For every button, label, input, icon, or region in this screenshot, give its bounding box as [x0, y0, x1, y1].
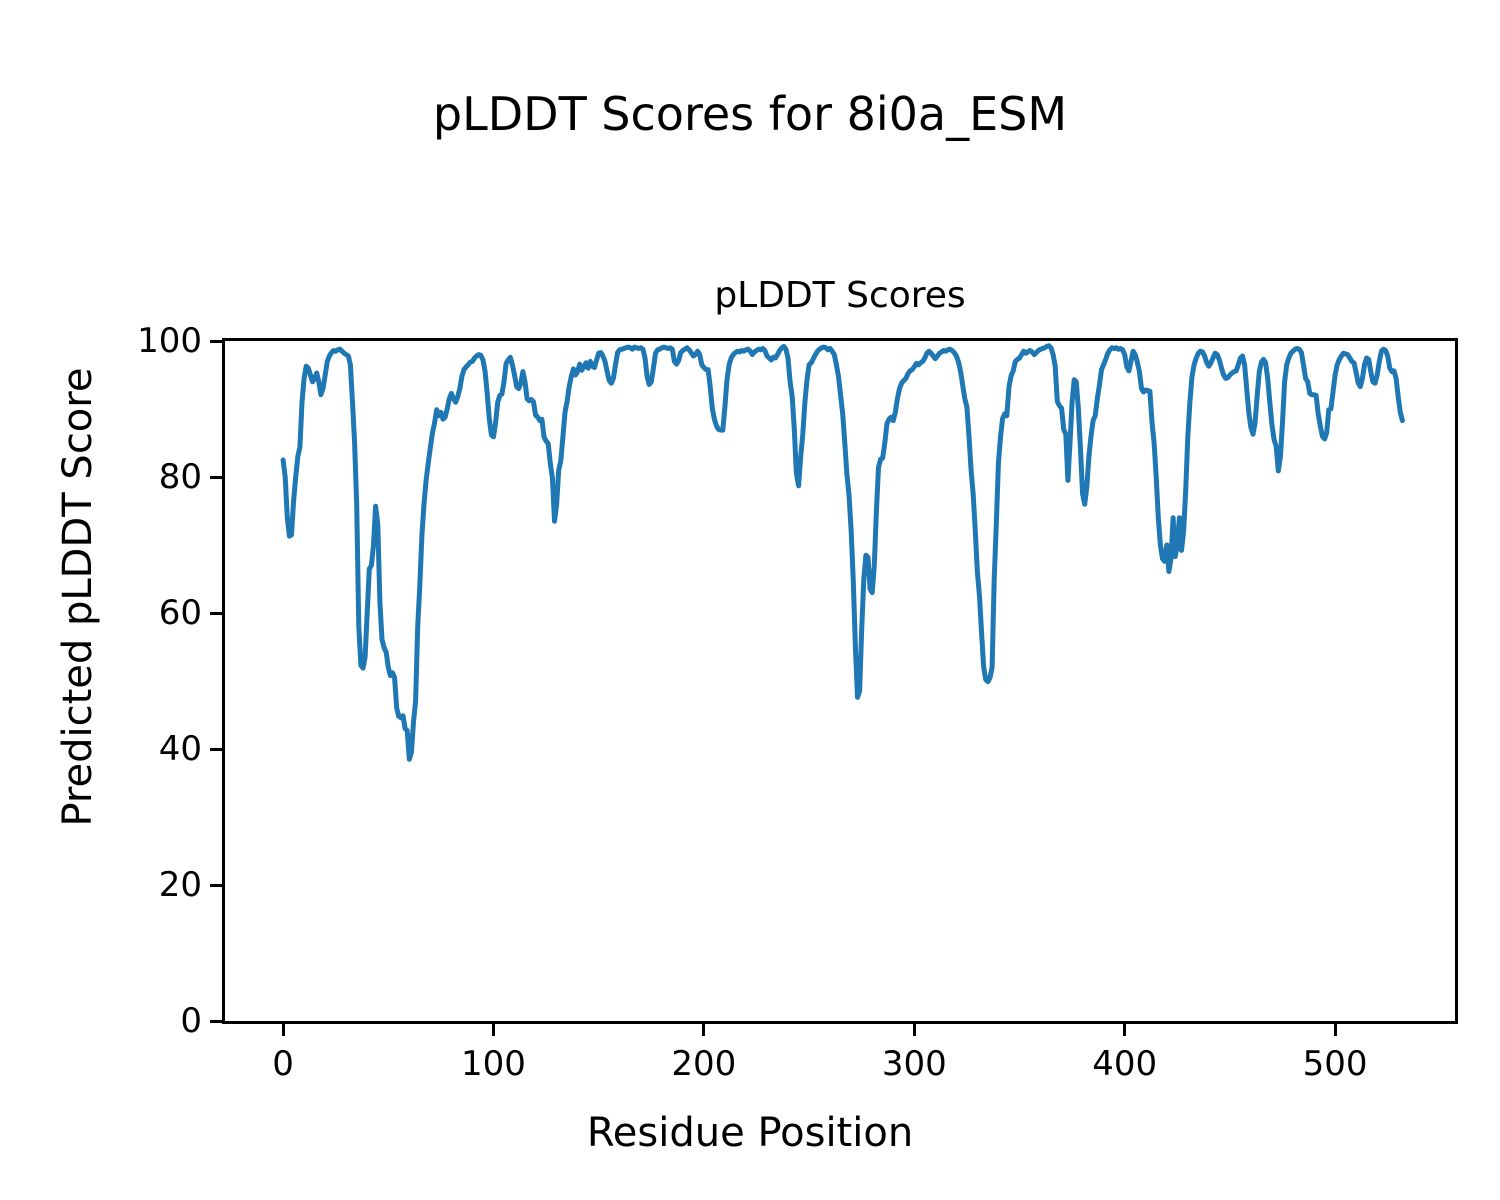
- plddt-line: [280, 343, 1405, 762]
- x-axis-label: Residue Position: [586, 1110, 914, 1156]
- x-tick-mark: [1123, 1024, 1127, 1036]
- x-tick-label: 200: [671, 1044, 737, 1084]
- plddt-line-chart: [280, 343, 1405, 762]
- x-tick-mark: [491, 1024, 495, 1036]
- y-tick-mark: [210, 339, 222, 343]
- y-tick-mark: [210, 475, 222, 479]
- y-tick-label: 20: [158, 865, 202, 905]
- axes-title: pLDDT Scores: [714, 275, 966, 316]
- plot-area: [222, 338, 1458, 1024]
- x-tick-mark: [702, 1024, 706, 1036]
- y-tick-mark: [210, 747, 222, 751]
- y-tick-label: 100: [137, 321, 202, 361]
- y-tick-mark: [210, 883, 222, 887]
- y-tick-label: 80: [158, 457, 202, 497]
- figure-title: pLDDT Scores for 8i0a_ESM: [432, 87, 1068, 141]
- x-tick-label: 400: [1092, 1044, 1158, 1084]
- x-tick-label: 300: [881, 1044, 947, 1084]
- x-tick-label: 0: [272, 1044, 294, 1084]
- y-tick-mark: [210, 611, 222, 615]
- y-tick-label: 0: [180, 1001, 202, 1041]
- x-tick-label: 500: [1302, 1044, 1368, 1084]
- x-tick-mark: [912, 1024, 916, 1036]
- x-tick-mark: [1333, 1024, 1337, 1036]
- x-tick-mark: [281, 1024, 285, 1036]
- y-tick-label: 40: [158, 729, 202, 769]
- y-tick-label: 60: [158, 593, 202, 633]
- x-tick-label: 100: [461, 1044, 526, 1084]
- y-tick-mark: [210, 1019, 222, 1023]
